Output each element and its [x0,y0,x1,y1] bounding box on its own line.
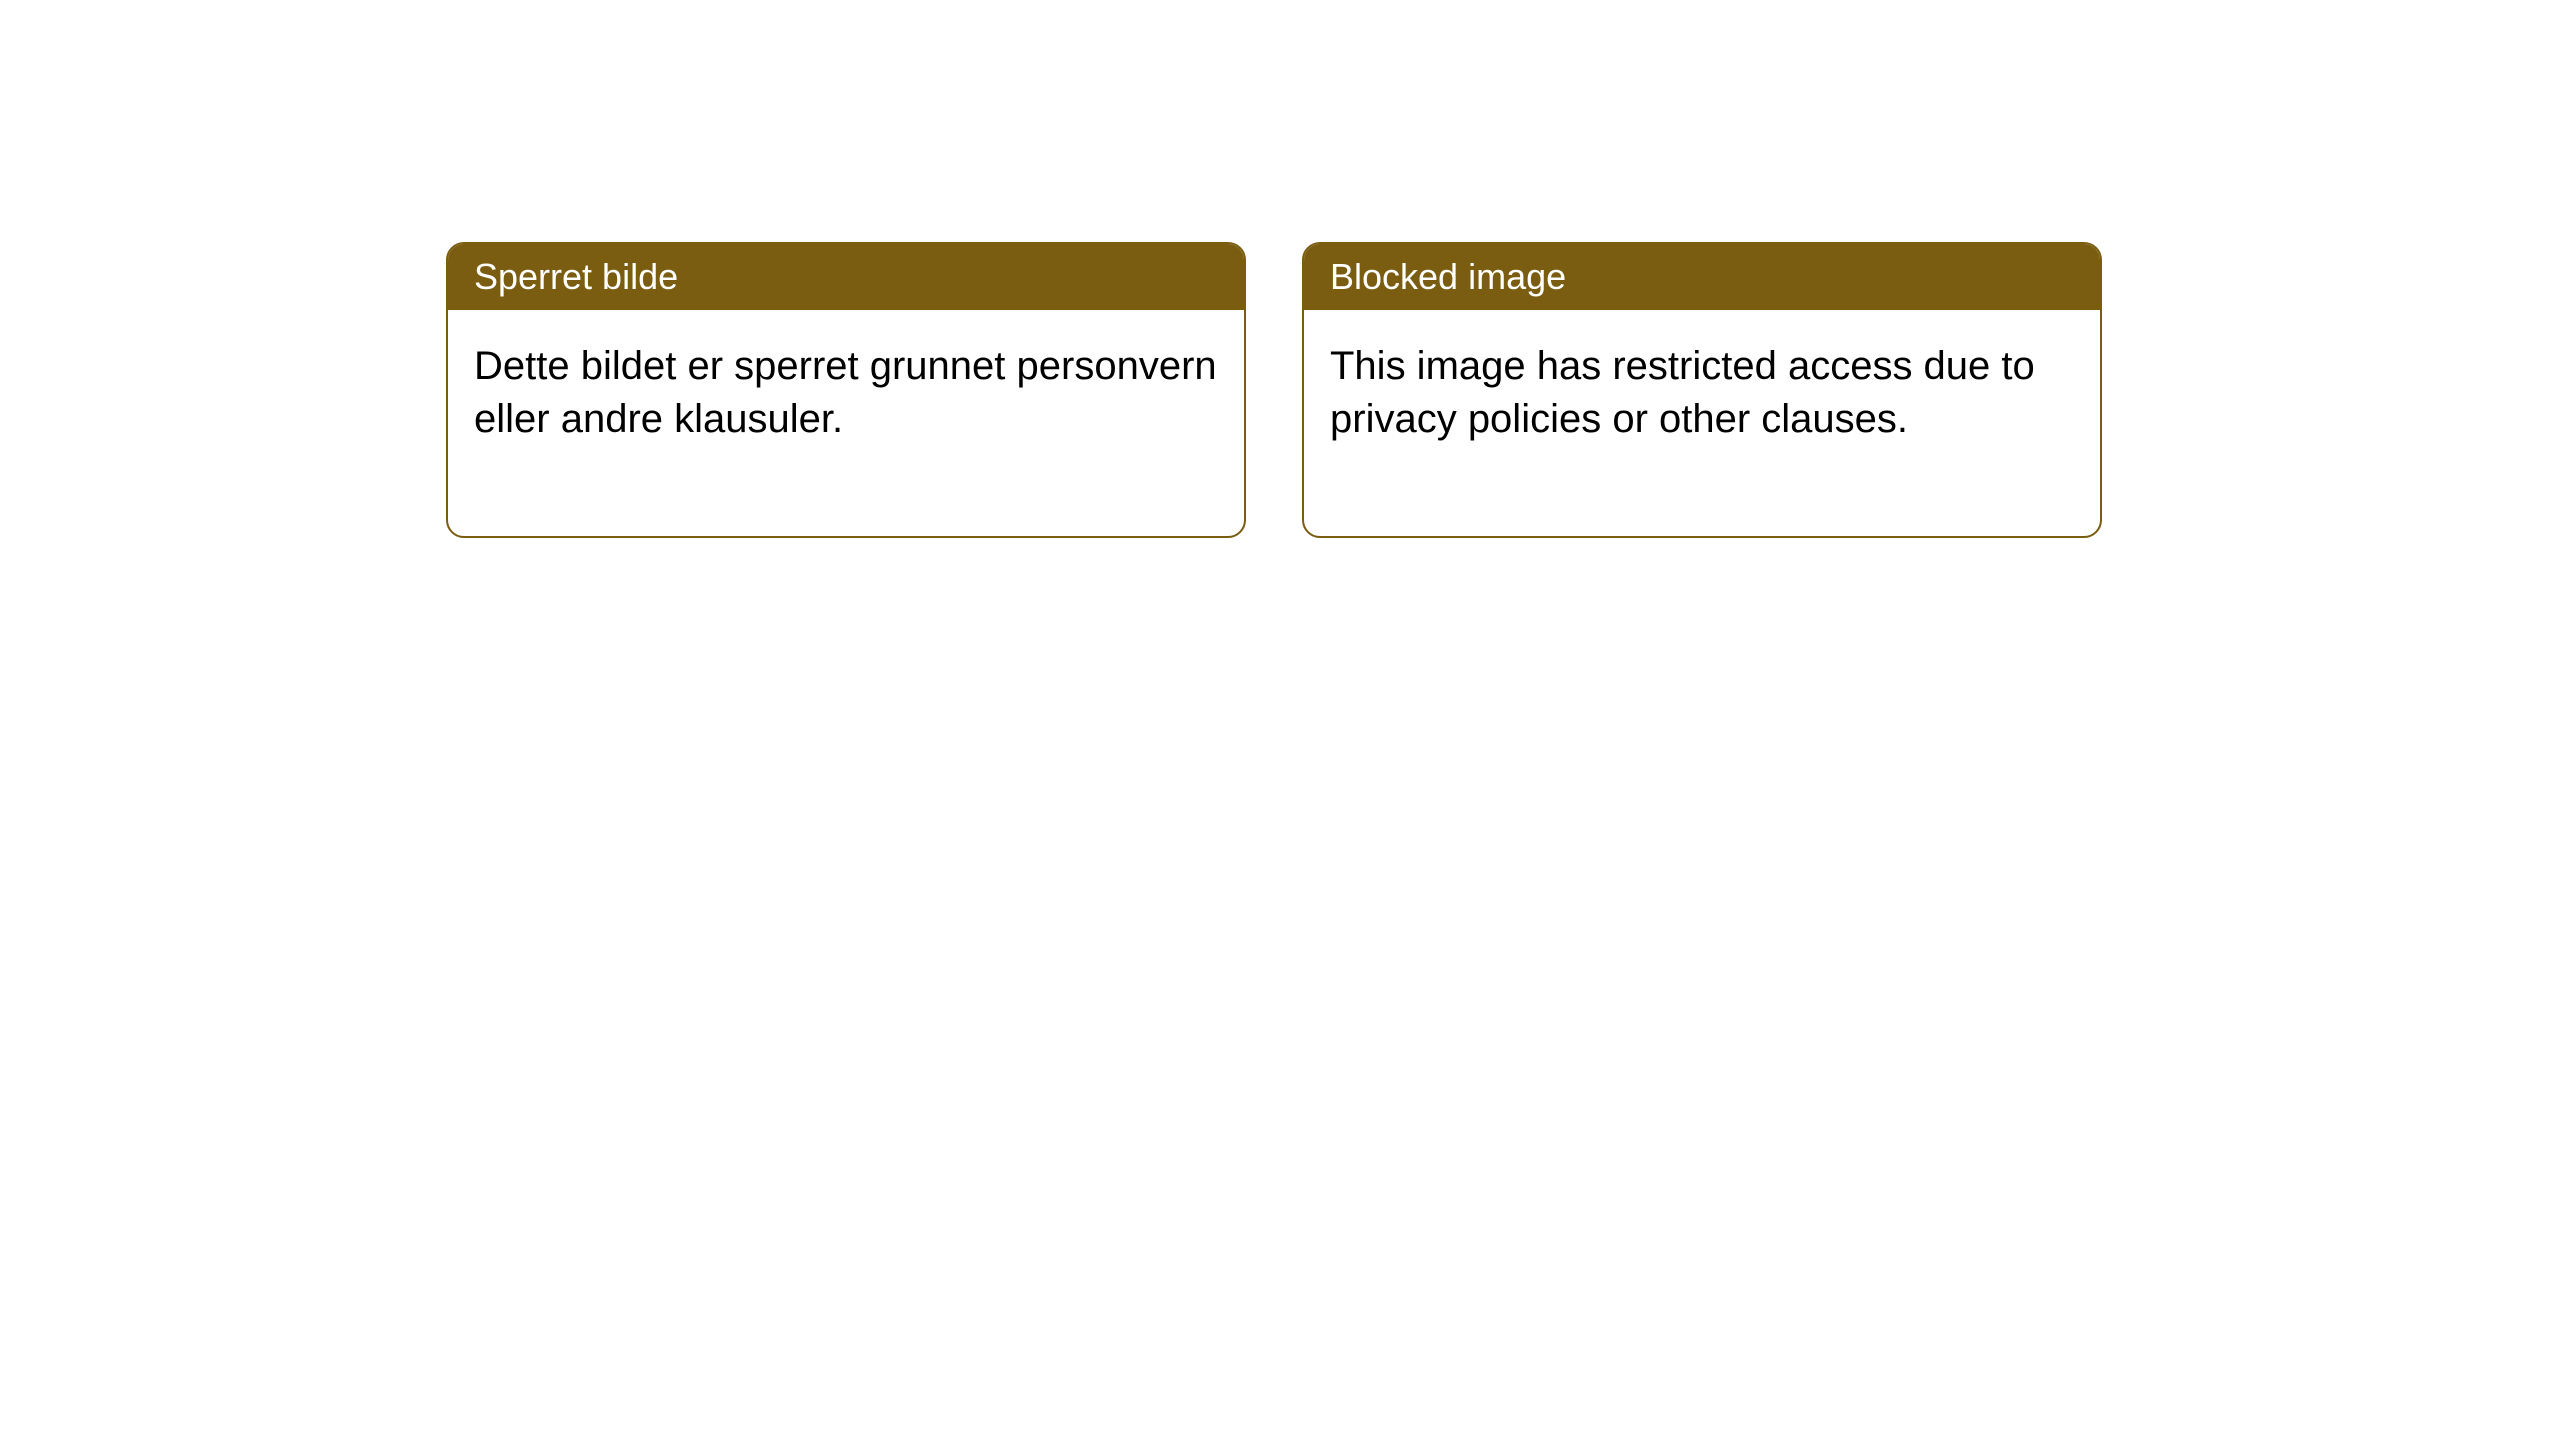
card-title: Sperret bilde [474,256,678,297]
card-english: Blocked image This image has restricted … [1302,242,2102,538]
card-text: This image has restricted access due to … [1330,344,2035,441]
card-body-norwegian: Dette bildet er sperret grunnet personve… [448,310,1244,536]
card-norwegian: Sperret bilde Dette bildet er sperret gr… [446,242,1246,538]
card-body-english: This image has restricted access due to … [1304,310,2100,536]
cards-container: Sperret bilde Dette bildet er sperret gr… [446,242,2102,538]
card-text: Dette bildet er sperret grunnet personve… [474,344,1217,441]
card-title: Blocked image [1330,256,1566,297]
card-header-english: Blocked image [1304,244,2100,310]
card-header-norwegian: Sperret bilde [448,244,1244,310]
